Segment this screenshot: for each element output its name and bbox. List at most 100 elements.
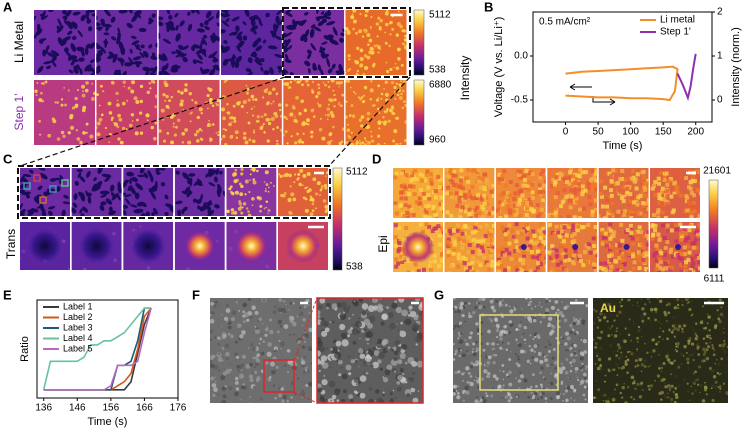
dot (96, 93, 99, 97)
blob (117, 32, 122, 36)
dot (272, 185, 275, 188)
particle (475, 347, 480, 352)
particle (569, 361, 573, 365)
particle (573, 316, 575, 319)
particle (540, 306, 543, 308)
particle (569, 330, 574, 335)
blob (86, 18, 92, 24)
dot (387, 119, 391, 123)
particle (414, 298, 421, 302)
grain (662, 235, 667, 240)
grain (519, 174, 524, 179)
dot (369, 97, 373, 101)
dot (257, 196, 263, 201)
particle (712, 393, 715, 396)
grain (525, 183, 530, 188)
particle (644, 365, 647, 368)
grain (689, 268, 694, 272)
grain (642, 260, 647, 265)
dot (377, 16, 381, 20)
dot (165, 94, 169, 99)
particle (459, 321, 463, 325)
particle (612, 351, 615, 354)
dot (220, 138, 223, 141)
grain (644, 270, 649, 272)
blob (73, 193, 78, 201)
blob (96, 57, 102, 63)
particle (210, 376, 215, 381)
grain (440, 208, 443, 213)
grain (582, 206, 587, 211)
dot (20, 257, 22, 260)
particle (584, 398, 587, 401)
grain (573, 223, 578, 228)
grain (439, 195, 443, 200)
particle (456, 395, 461, 400)
blob (315, 15, 325, 20)
particle (719, 391, 721, 393)
dot (345, 27, 349, 31)
grain (417, 196, 422, 201)
particle (666, 337, 669, 341)
grain (516, 257, 521, 262)
blob (77, 172, 82, 179)
particle (576, 376, 579, 379)
particle (579, 380, 585, 385)
particle (658, 366, 661, 370)
grain (549, 214, 554, 218)
particle (359, 375, 367, 382)
blob (210, 37, 216, 43)
grain (623, 209, 628, 214)
dot (355, 46, 360, 51)
dot (62, 134, 66, 139)
blob (164, 194, 169, 200)
particle (560, 343, 563, 345)
grain (628, 233, 633, 238)
grain (405, 215, 410, 218)
particle (605, 399, 608, 403)
particle (515, 377, 517, 380)
grain (610, 212, 615, 217)
dot (130, 89, 135, 94)
blob (20, 203, 24, 211)
grain (600, 213, 605, 218)
grain (615, 249, 620, 254)
particle (273, 350, 276, 353)
particle (479, 397, 482, 400)
grain (669, 247, 674, 252)
grain (515, 268, 520, 272)
particle (352, 328, 359, 335)
particle (710, 384, 715, 388)
grain (462, 231, 467, 236)
dot (335, 81, 339, 85)
grain (531, 241, 536, 246)
dot (36, 81, 39, 84)
blob (20, 183, 27, 189)
blob (283, 71, 287, 75)
blob (37, 168, 46, 171)
blob (124, 197, 131, 205)
dot (324, 186, 328, 190)
particle (468, 312, 471, 315)
particle (374, 400, 377, 402)
particle (579, 383, 582, 386)
colorbar (708, 179, 719, 269)
particle (321, 317, 324, 320)
particle (602, 306, 604, 308)
dot (375, 22, 379, 26)
grain (457, 237, 462, 242)
dot (354, 59, 358, 63)
grain (604, 269, 609, 272)
grain (500, 246, 505, 251)
blob (211, 55, 219, 62)
grain (642, 175, 647, 180)
particle (676, 328, 681, 332)
blob (204, 25, 210, 31)
dot (255, 119, 259, 123)
particle (268, 318, 273, 322)
particle (627, 298, 630, 302)
blob (223, 40, 228, 44)
grain (616, 209, 621, 214)
grain (602, 271, 607, 272)
dot (359, 141, 363, 145)
